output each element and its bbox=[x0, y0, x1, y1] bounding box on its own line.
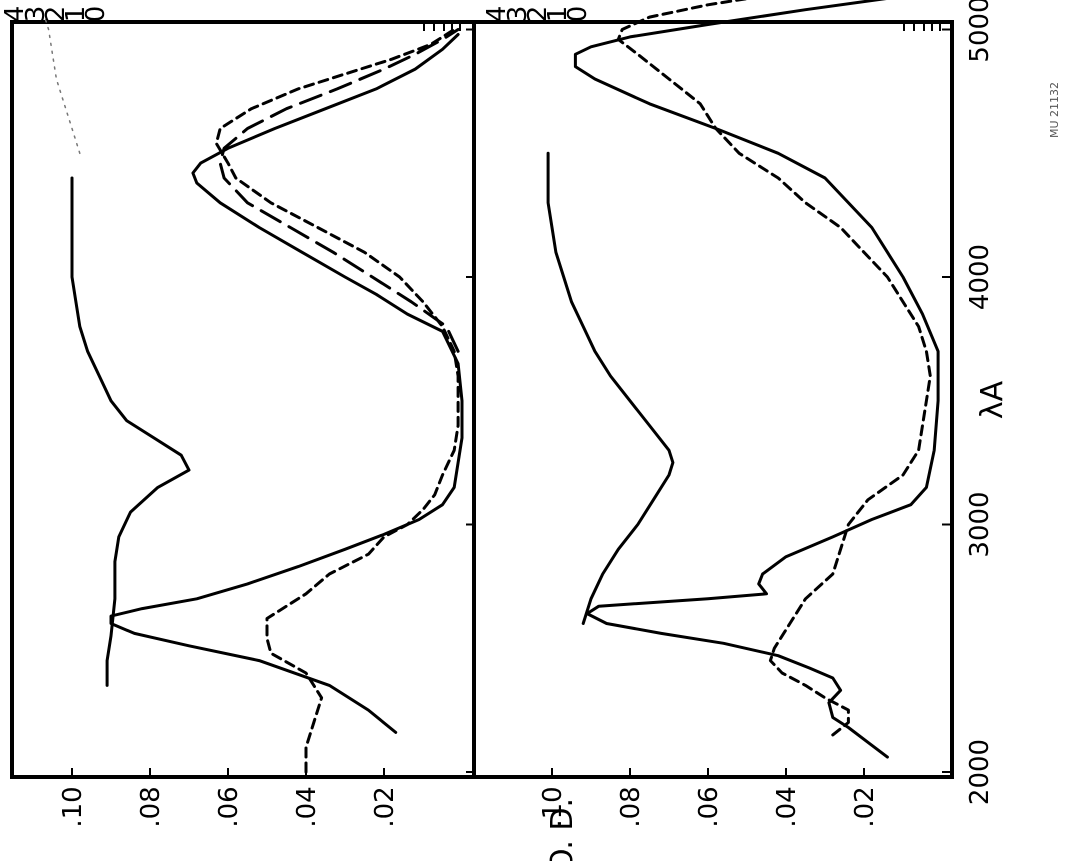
bottom-right-tick-label: 1 bbox=[543, 6, 573, 23]
bottom-right-tick-label: 2 bbox=[523, 6, 553, 23]
bottom-series-line-3-solid bbox=[546, 151, 675, 625]
x-tick-label: 5000 bbox=[965, 0, 995, 63]
x-axis-ticks: 2000 3000 4000 5000 bbox=[466, 0, 995, 805]
x-tick-label: 2000 bbox=[965, 739, 995, 805]
top-right-tick-label: 0 bbox=[81, 6, 111, 23]
top-y-tick-label: .10 bbox=[58, 786, 88, 827]
x-tick-label: 4000 bbox=[965, 244, 995, 310]
x-axis-title: λA bbox=[975, 380, 1010, 419]
bottom-series-line-2-short-dash bbox=[616, 0, 932, 737]
bottom-y-tick-label: .08 bbox=[616, 786, 646, 827]
bottom-y-tick-label: .04 bbox=[772, 786, 802, 827]
top-y-tick-label: .02 bbox=[370, 786, 400, 827]
bottom-y-tick-label: .06 bbox=[694, 786, 724, 827]
top-y-tick-label: .04 bbox=[292, 786, 322, 827]
bottom-plot-frame bbox=[472, 20, 954, 779]
top-right-tick-label: 3 bbox=[21, 6, 51, 23]
top-y-tick-label: .08 bbox=[136, 786, 166, 827]
top-series-line-2-long-dash bbox=[218, 28, 460, 353]
bottom-right-tick-label: 3 bbox=[503, 6, 533, 23]
top-series-line-4-solid bbox=[70, 176, 191, 687]
bottom-y-ticks: .02 .04 .06 .08 .10 bbox=[538, 768, 880, 828]
top-plot-frame bbox=[10, 20, 476, 779]
figure-code: MU 21132 bbox=[1048, 82, 1061, 138]
top-y-ticks: .02 .04 .06 .08 .10 bbox=[58, 768, 400, 828]
top-series-line-1-solid bbox=[109, 33, 464, 734]
top-right-tick-label: 2 bbox=[41, 6, 71, 23]
top-series-line-5-dotted bbox=[43, 16, 81, 155]
y-axis-title: O. D. bbox=[545, 798, 580, 861]
x-tick-label: 3000 bbox=[965, 491, 995, 557]
bottom-y-tick-label: .10 bbox=[538, 786, 568, 827]
top-y-tick-label: .06 bbox=[214, 786, 244, 827]
bottom-series-line-1-solid bbox=[573, 0, 940, 759]
top-right-tick-label: 1 bbox=[61, 6, 91, 23]
bottom-right-tick-label: 4 bbox=[482, 6, 512, 23]
top-right-tick-label: 4 bbox=[0, 6, 30, 23]
bottom-right-tick-label: 0 bbox=[563, 6, 593, 23]
top-series-line-3-short-dash bbox=[214, 28, 460, 774]
top-series-group bbox=[43, 16, 464, 774]
bottom-series-group bbox=[546, 0, 940, 759]
bottom-y-tick-label: .02 bbox=[850, 786, 880, 827]
